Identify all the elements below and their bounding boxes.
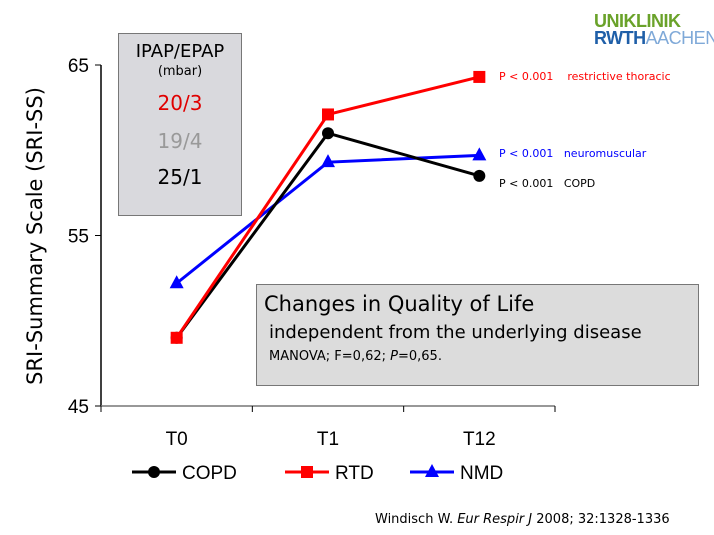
citation-author: Windisch W. — [375, 512, 458, 527]
note-stats-prefix: MANOVA; F=0,62; — [269, 349, 391, 364]
legend-label-rtd: RTD — [335, 463, 374, 484]
legend-marker-copd — [148, 466, 160, 478]
data-point-nmd — [321, 154, 335, 168]
x-tick-label: T0 — [166, 429, 188, 450]
logo-aachen: AACHEN — [645, 28, 714, 48]
annotation-rtd: P < 0.001 restrictive thoracic — [499, 70, 671, 83]
ipap-title: IPAP/EPAP — [135, 41, 225, 62]
legend-label-copd: COPD — [182, 463, 237, 484]
ipap-epap-box: IPAP/EPAP (mbar) 20/3 19/4 25/1 — [118, 33, 242, 216]
note-stats: MANOVA; F=0,62; P=0,65. — [269, 349, 698, 364]
annotation-nmd: P < 0.001 neuromuscular — [499, 147, 647, 160]
y-axis-label: SRI-Summary Scale (SRI-SS) — [23, 87, 47, 385]
note-title: Changes in Quality of Life — [264, 292, 535, 316]
data-point-rtd — [170, 331, 183, 344]
y-tick-label: 45 — [68, 397, 89, 418]
quality-of-life-note: Changes in Quality of Life independent f… — [256, 284, 699, 386]
ipap-value-rtd: 20/3 — [157, 91, 203, 115]
note-subtitle: independent from the underlying disease — [269, 322, 642, 343]
annotation-copd: P < 0.001 COPD — [499, 177, 596, 190]
data-point-rtd — [473, 70, 486, 83]
y-tick-label: 65 — [68, 56, 89, 77]
ipap-value-nmd: 19/4 — [157, 129, 203, 153]
legend-marker-rtd — [301, 466, 313, 478]
citation-details: 2008; 32:1328-1336 — [532, 512, 670, 527]
x-tick-label: T12 — [463, 429, 496, 450]
ipap-unit: (mbar) — [157, 64, 203, 79]
y-tick-label: 55 — [68, 227, 89, 248]
data-point-nmd — [472, 147, 487, 161]
x-tick-label: T1 — [317, 429, 339, 450]
logo-line1: UNIKLINIK — [594, 11, 681, 31]
legend-marker-nmd — [425, 464, 439, 477]
ipap-value-copd: 25/1 — [157, 165, 203, 189]
data-point-rtd — [322, 108, 334, 121]
note-stats-suffix: =0,65. — [397, 349, 442, 364]
logo-rwth: RWTH — [594, 28, 646, 48]
logo: UNIKLINIK RWTHAACHEN — [594, 11, 714, 48]
data-point-copd — [322, 127, 334, 140]
citation: Windisch W. Eur Respir J 2008; 32:1328-1… — [375, 512, 670, 527]
note-stats-p: P — [390, 349, 398, 364]
data-point-copd — [473, 169, 486, 182]
legend-label-nmd: NMD — [460, 463, 503, 484]
citation-journal: Eur Respir J — [457, 512, 533, 527]
data-point-nmd — [169, 275, 184, 289]
